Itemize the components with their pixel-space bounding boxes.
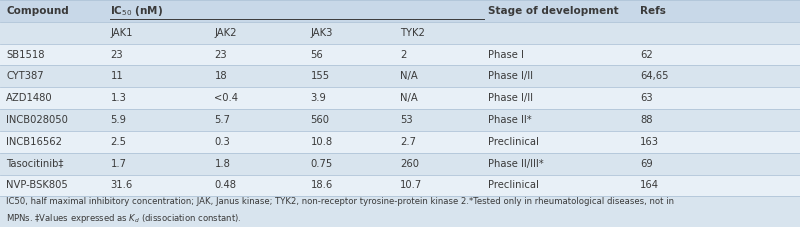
Text: Preclinical: Preclinical xyxy=(488,180,539,190)
Text: 64,65: 64,65 xyxy=(640,71,669,81)
Text: 11: 11 xyxy=(110,71,123,81)
Text: 1.3: 1.3 xyxy=(110,93,126,103)
Text: JAK2: JAK2 xyxy=(214,28,237,38)
Bar xyxy=(0,44,800,65)
Bar xyxy=(0,196,800,227)
Text: JAK3: JAK3 xyxy=(310,28,333,38)
Text: 163: 163 xyxy=(640,137,659,147)
Text: <0.4: <0.4 xyxy=(214,93,238,103)
Bar xyxy=(0,109,800,131)
Text: Tasocitinib‡: Tasocitinib‡ xyxy=(6,159,64,169)
Text: Phase II/III*: Phase II/III* xyxy=(488,159,544,169)
Bar xyxy=(0,0,800,22)
Text: Refs: Refs xyxy=(640,6,666,16)
Bar xyxy=(0,0,800,196)
Text: INCB16562: INCB16562 xyxy=(6,137,62,147)
Text: N/A: N/A xyxy=(400,71,418,81)
Text: 0.75: 0.75 xyxy=(310,159,333,169)
Text: 2: 2 xyxy=(400,49,406,59)
Text: 56: 56 xyxy=(310,49,323,59)
Text: IC$_{50}$ (nM): IC$_{50}$ (nM) xyxy=(110,4,163,18)
Text: 164: 164 xyxy=(640,180,659,190)
Text: 23: 23 xyxy=(214,49,227,59)
Text: 23: 23 xyxy=(110,49,123,59)
Text: 2.5: 2.5 xyxy=(110,137,126,147)
Bar xyxy=(0,131,800,153)
Text: AZD1480: AZD1480 xyxy=(6,93,53,103)
Text: 5.7: 5.7 xyxy=(214,115,230,125)
Bar xyxy=(0,22,800,44)
Text: 2.7: 2.7 xyxy=(400,137,416,147)
Text: Phase I/II: Phase I/II xyxy=(488,93,533,103)
Text: 0.3: 0.3 xyxy=(214,137,230,147)
Bar xyxy=(0,153,800,175)
Text: 10.8: 10.8 xyxy=(310,137,333,147)
Text: 62: 62 xyxy=(640,49,653,59)
Text: 53: 53 xyxy=(400,115,413,125)
Text: 18: 18 xyxy=(214,71,227,81)
Text: SB1518: SB1518 xyxy=(6,49,45,59)
Text: 0.48: 0.48 xyxy=(214,180,237,190)
Text: MPNs. ‡Values expressed as $K_d$ (dissociation constant).: MPNs. ‡Values expressed as $K_d$ (dissoc… xyxy=(6,212,242,225)
Text: Phase I/II: Phase I/II xyxy=(488,71,533,81)
Bar xyxy=(0,87,800,109)
Bar xyxy=(0,175,800,196)
Text: 1.7: 1.7 xyxy=(110,159,126,169)
Text: 69: 69 xyxy=(640,159,653,169)
Text: Compound: Compound xyxy=(6,6,69,16)
Text: NVP-BSK805: NVP-BSK805 xyxy=(6,180,68,190)
Text: 3.9: 3.9 xyxy=(310,93,326,103)
Text: TYK2: TYK2 xyxy=(400,28,425,38)
Text: N/A: N/A xyxy=(400,93,418,103)
Text: CYT387: CYT387 xyxy=(6,71,44,81)
Text: Preclinical: Preclinical xyxy=(488,137,539,147)
Text: INCB028050: INCB028050 xyxy=(6,115,68,125)
Text: 560: 560 xyxy=(310,115,330,125)
Text: Phase II*: Phase II* xyxy=(488,115,532,125)
Text: 260: 260 xyxy=(400,159,419,169)
Text: Stage of development: Stage of development xyxy=(488,6,618,16)
Text: 10.7: 10.7 xyxy=(400,180,422,190)
Text: Phase I: Phase I xyxy=(488,49,524,59)
Bar xyxy=(0,65,800,87)
Text: 88: 88 xyxy=(640,115,653,125)
Text: 31.6: 31.6 xyxy=(110,180,133,190)
Text: 1.8: 1.8 xyxy=(214,159,230,169)
Text: 63: 63 xyxy=(640,93,653,103)
Text: 155: 155 xyxy=(310,71,330,81)
Text: JAK1: JAK1 xyxy=(110,28,133,38)
Text: 18.6: 18.6 xyxy=(310,180,333,190)
Text: IC50, half maximal inhibitory concentration; JAK, Janus kinase; TYK2, non-recept: IC50, half maximal inhibitory concentrat… xyxy=(6,197,674,207)
Text: 5.9: 5.9 xyxy=(110,115,126,125)
